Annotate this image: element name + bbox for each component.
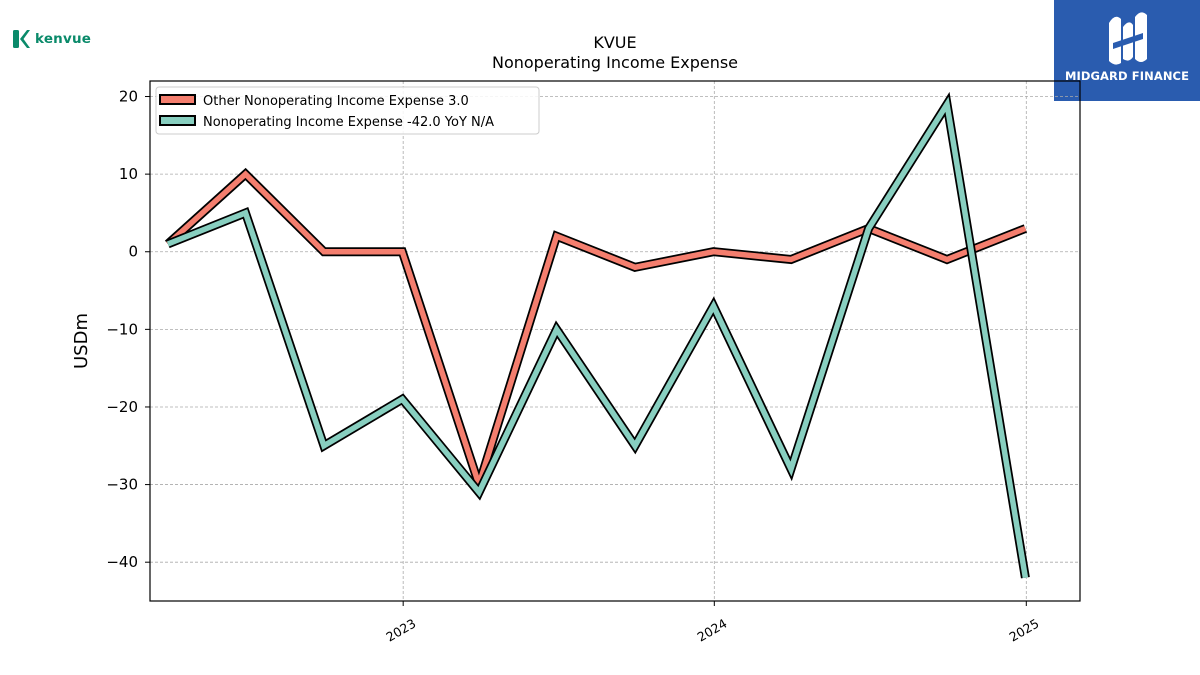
y-tick-label: 0 xyxy=(128,243,138,261)
y-tick-label: 10 xyxy=(119,165,138,183)
y-tick-label: 20 xyxy=(119,88,138,106)
kenvue-wordmark: kenvue xyxy=(35,31,92,47)
kenvue-logo: kenvue xyxy=(12,28,91,50)
legend-swatch-1 xyxy=(159,94,196,105)
chart-title: KVUE xyxy=(593,33,636,52)
y-tick-label: −30 xyxy=(106,476,138,494)
plot-area-frame xyxy=(149,80,1081,602)
x-tick-label: 2024 xyxy=(695,616,730,645)
legend-swatch-2 xyxy=(159,115,196,126)
series-line-outline-2 xyxy=(166,91,1030,579)
legend-label-2: Nonoperating Income Expense -42.0 YoY N/… xyxy=(203,115,494,130)
chart-subtitle: Nonoperating Income Expense xyxy=(492,53,738,72)
x-tick-label: 2023 xyxy=(383,616,418,645)
y-tick-label: −40 xyxy=(106,553,138,571)
y-tick-label: −10 xyxy=(106,320,138,338)
midgard-finance-wordmark: MIDGARD FINANCE xyxy=(1064,69,1190,83)
y-axis-label: USDm xyxy=(71,313,92,369)
series-line-2 xyxy=(166,96,1029,579)
legend-box xyxy=(155,86,540,135)
x-tick-label: 2025 xyxy=(1007,616,1042,645)
grid xyxy=(150,81,1080,601)
y-tick-label: −20 xyxy=(106,398,138,416)
midgard-finance-logo: MIDGARD FINANCE xyxy=(1054,0,1200,101)
series-line-1 xyxy=(166,170,1027,494)
midgard-emblem-icon xyxy=(1109,12,1147,65)
legend: Other Nonoperating Income Expense 3.0 Non… xyxy=(155,86,540,135)
series-group xyxy=(164,91,1030,579)
legend-label-1: Other Nonoperating Income Expense 3.0 xyxy=(203,94,469,109)
kenvue-k-icon xyxy=(13,30,30,48)
